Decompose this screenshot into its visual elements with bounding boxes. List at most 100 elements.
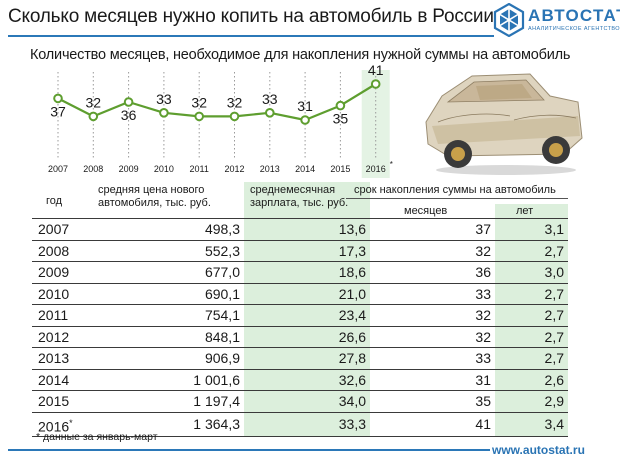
- cell-salary-value: 21,0: [338, 285, 366, 302]
- cell-salary: 33,3: [244, 411, 370, 438]
- data-label: 31: [297, 98, 313, 114]
- logo-name: АВТОСТАТ: [528, 6, 620, 25]
- cell-years-value: 2,9: [544, 393, 564, 410]
- cell-price: 552,3: [96, 239, 244, 262]
- x-tick-label: 2014: [295, 164, 315, 174]
- data-point: [159, 108, 169, 118]
- x-tick-label: 2015: [330, 164, 350, 174]
- cell-price: 848,1: [96, 325, 244, 348]
- cell-years-value: 2,7: [544, 350, 564, 367]
- cell-price-value: 1 197,4: [193, 393, 240, 410]
- cell-salary: 23,4: [244, 304, 370, 326]
- cell-year: 2011: [32, 304, 96, 326]
- cell-months-value: 32: [475, 242, 491, 259]
- data-label: 35: [333, 111, 349, 127]
- cell-salary-value: 34,0: [338, 393, 366, 410]
- cell-year-value: 2015: [38, 393, 70, 410]
- x-tick-label: 2011: [190, 164, 209, 174]
- cell-year: 2013: [32, 347, 96, 369]
- cell-price-value: 848,1: [204, 328, 240, 345]
- x-tick-label: 2007: [48, 164, 68, 174]
- logo-mark-icon: [493, 3, 525, 37]
- data-label: 41: [368, 62, 384, 78]
- cell-years: 2,7: [495, 239, 568, 262]
- data-label: 33: [262, 91, 278, 107]
- x-tick-note-mark: *: [390, 160, 393, 169]
- data-point: [335, 100, 346, 111]
- cell-salary: 27,8: [244, 347, 370, 369]
- cell-years: 2,7: [495, 347, 568, 369]
- cell-year-value: 2011: [38, 307, 69, 324]
- data-point: [53, 93, 63, 104]
- cell-salary: 18,6: [244, 261, 370, 283]
- data-point: [300, 115, 310, 125]
- autostat-logo[interactable]: АВТОСТАТ аналитическое агентство: [492, 2, 620, 42]
- cell-salary-value: 32,6: [338, 371, 366, 388]
- cell-salary: 21,0: [244, 282, 370, 305]
- x-tick-label: 2016: [366, 164, 386, 174]
- cell-months: 31: [370, 368, 495, 391]
- cell-price: 754,1: [96, 304, 244, 326]
- months-series-line: [57, 83, 377, 122]
- cell-months-value: 32: [475, 307, 491, 324]
- money-car-illustration: [425, 73, 583, 175]
- header-months: месяцев: [404, 205, 448, 217]
- cell-months: 36: [370, 261, 495, 283]
- cell-salary-value: 17,3: [338, 242, 366, 259]
- table-row: 2008 552,3 17,3 32 2,7: [32, 239, 568, 262]
- page-title: Сколько месяцев нужно копить на автомоби…: [8, 6, 494, 27]
- cell-salary-value: 26,6: [338, 328, 366, 345]
- table-row: 2016* 1 364,3 33,3 41 3,4: [32, 411, 568, 438]
- data-label: 36: [121, 107, 137, 123]
- cell-months: 33: [370, 347, 495, 369]
- cell-price: 690,1: [96, 282, 244, 305]
- cell-price-value: 1 364,3: [193, 416, 240, 433]
- cell-year-value: 2007: [38, 221, 70, 238]
- savings-table: 2007 498,3 13,6 37 3,1 2008 552,3 17,3 32 2,7 2009…: [32, 218, 568, 438]
- chart-title: Количество месяцев, необходимое для нако…: [30, 47, 571, 63]
- cell-price-value: 498,3: [204, 221, 240, 238]
- cell-price: 906,9: [96, 347, 244, 369]
- cell-year-value: 2010: [38, 285, 70, 302]
- cell-months: 41: [370, 411, 495, 438]
- cell-price-value: 690,1: [204, 285, 240, 302]
- data-label: 37: [50, 103, 66, 119]
- cell-salary-value: 27,8: [338, 350, 366, 367]
- cell-salary: 26,6: [244, 325, 370, 348]
- years-column-band: [495, 204, 568, 218]
- cell-years-value: 2,7: [544, 307, 564, 324]
- cell-price-value: 552,3: [204, 242, 240, 259]
- table-row: 2010 690,1 21,0 33 2,7: [32, 282, 568, 305]
- data-point: [194, 111, 204, 122]
- data-point: [265, 108, 275, 118]
- cell-salary-value: 18,6: [338, 264, 366, 281]
- x-tick-label: 2010: [154, 164, 174, 174]
- site-url-link[interactable]: www.autostat.ru: [492, 443, 585, 457]
- cell-months: 37: [370, 218, 495, 240]
- table-row: 2011 754,1 23,4 32 2,7: [32, 304, 568, 326]
- cell-salary: 34,0: [244, 390, 370, 412]
- cell-year: 2008: [32, 239, 96, 262]
- data-label: 32: [227, 94, 243, 110]
- data-label: 32: [86, 94, 102, 110]
- salary-column-band: [244, 182, 370, 218]
- cell-years-value: 2,7: [544, 242, 564, 259]
- header-salary: среднемесячная зарплата, тыс. руб.: [250, 184, 349, 209]
- data-label: 33: [156, 91, 172, 107]
- cell-months-value: 37: [475, 221, 491, 238]
- header-group-divider: [346, 198, 568, 199]
- cell-price-value: 677,0: [204, 264, 240, 281]
- table-row: 2013 906,9 27,8 33 2,7: [32, 347, 568, 369]
- cell-months-value: 33: [475, 285, 491, 302]
- cell-year-value: 2009: [38, 264, 70, 281]
- cell-year-value: 2016: [38, 418, 70, 435]
- header-price: средняя цена нового автомобиля, тыс. руб…: [98, 184, 211, 209]
- cell-year: 2009: [32, 261, 96, 283]
- cell-salary-value: 23,4: [338, 307, 366, 324]
- cell-years-value: 3,4: [544, 416, 564, 433]
- cell-salary: 13,6: [244, 218, 370, 240]
- cell-year-value: 2014: [38, 371, 70, 388]
- cell-salary-value: 33,3: [338, 416, 366, 433]
- cell-year: 2007: [32, 218, 96, 240]
- x-tick-label: 2013: [260, 164, 280, 174]
